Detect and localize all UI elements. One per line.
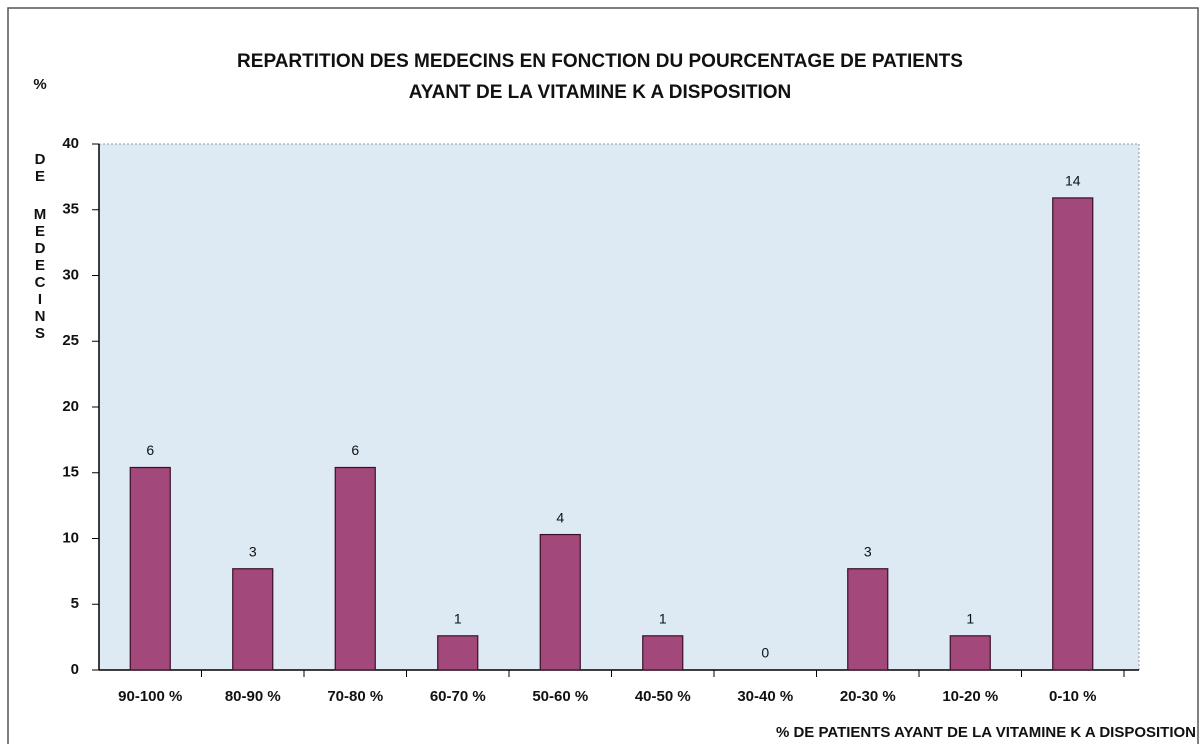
data-label: 6 — [351, 442, 359, 458]
x-tick-label: 90-100 % — [118, 688, 182, 705]
x-tick-label: 50-60 % — [532, 688, 588, 705]
x-tick-label: 20-30 % — [840, 688, 896, 705]
data-label: 1 — [454, 611, 462, 627]
y-tick-label: 25 — [62, 332, 79, 349]
y-tick-label: 0 — [71, 661, 79, 678]
x-tick-label: 40-50 % — [635, 688, 691, 705]
y-axis-label: % — [33, 76, 46, 93]
data-label: 3 — [864, 543, 872, 559]
x-tick-label: 60-70 % — [430, 688, 486, 705]
x-tick-label: 80-90 % — [225, 688, 281, 705]
bar — [949, 635, 991, 671]
chart-title: AYANT DE LA VITAMINE K A DISPOSITION — [409, 82, 792, 103]
y-tick-label: 5 — [71, 595, 79, 612]
x-tick-label: 70-80 % — [327, 688, 383, 705]
bar — [232, 568, 274, 671]
y-tick-label: 40 — [62, 135, 79, 152]
y-tick-label: 35 — [62, 201, 79, 218]
y-tick-label: 15 — [62, 464, 79, 481]
x-tick-label: 30-40 % — [737, 688, 793, 705]
data-label: 4 — [556, 509, 564, 525]
data-label: 1 — [659, 611, 667, 627]
data-label: 0 — [761, 645, 769, 661]
x-tick-label: 10-20 % — [942, 688, 998, 705]
bar — [129, 466, 171, 671]
bar — [539, 533, 581, 671]
y-tick-label: 10 — [62, 529, 79, 546]
y-tick-label: 20 — [62, 398, 79, 415]
data-label: 3 — [249, 543, 257, 559]
bar — [437, 635, 479, 671]
data-label: 6 — [146, 442, 154, 458]
x-tick-label: 0-10 % — [1049, 688, 1097, 705]
bar — [847, 568, 889, 671]
y-tick-label: 30 — [62, 266, 79, 283]
bar — [334, 466, 376, 671]
bar — [642, 635, 684, 671]
data-label: 1 — [966, 611, 974, 627]
chart-title: REPARTITION DES MEDECINS EN FONCTION DU … — [237, 51, 963, 72]
data-label: 14 — [1065, 173, 1081, 189]
x-axis-label: % DE PATIENTS AYANT DE LA VITAMINE K A D… — [776, 724, 1196, 741]
bar — [1052, 197, 1094, 671]
